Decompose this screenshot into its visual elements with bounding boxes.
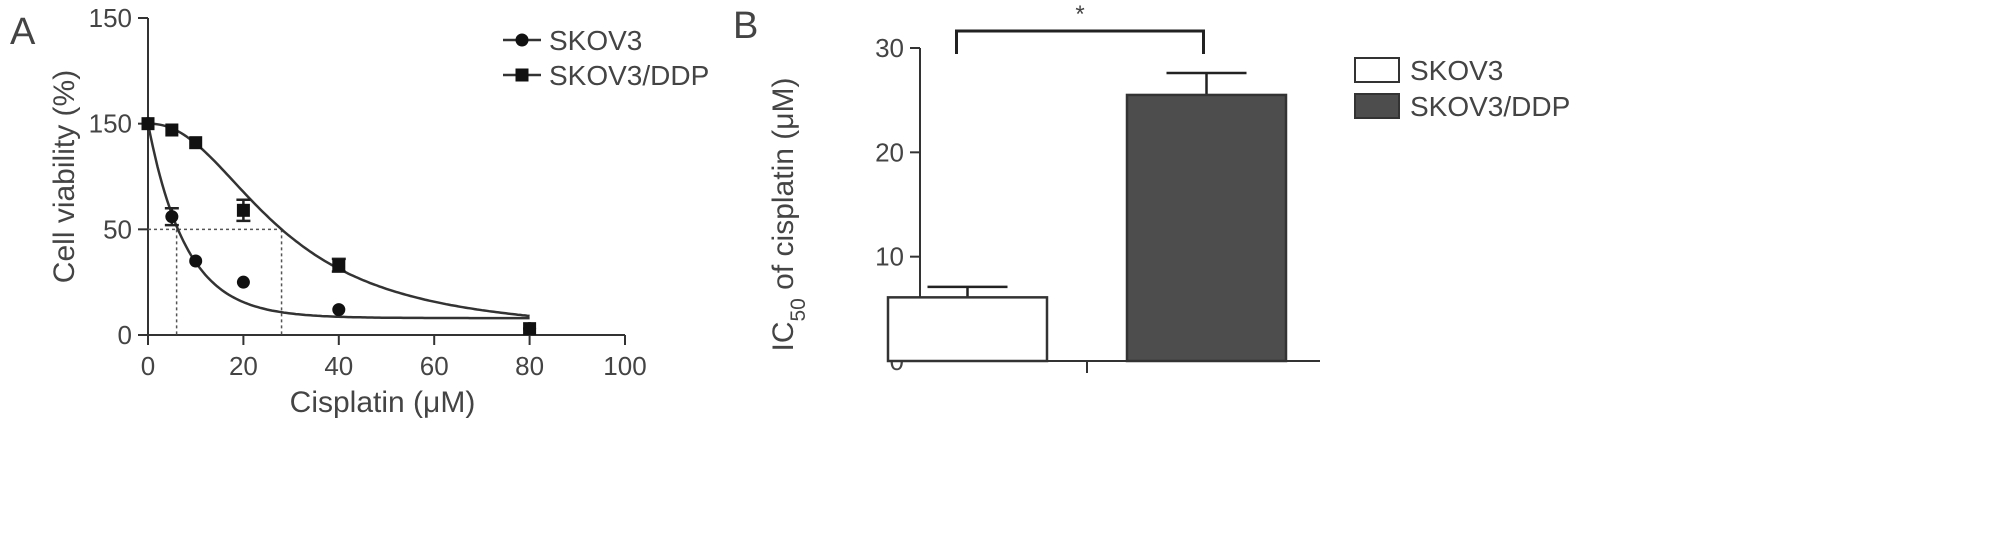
x-tick-label: 80: [515, 351, 544, 381]
x-tick-label: 0: [141, 351, 155, 381]
y-tick-label: 50: [103, 214, 132, 244]
y-axis-label-rest: of cisplatin (μM): [767, 77, 800, 298]
skov3-legend-label: SKOV3: [549, 25, 642, 56]
panel-b-ic50-bar-chart: B0102030IC50 of cisplatin (μM)*SKOV3SKOV…: [733, 1, 1570, 376]
skov3-ddp-data-point: [332, 258, 346, 272]
skov3-data-point: [332, 303, 346, 317]
skov3-ddp-error-bar: [1166, 71, 1247, 95]
skov3-ddp-legend-label: SKOV3/DDP: [1410, 91, 1570, 122]
x-tick-label: 100: [603, 351, 646, 381]
skov3-ddp-data-point: [165, 123, 179, 137]
y-tick-label: 150: [89, 109, 132, 139]
significance-bracket: [955, 29, 1205, 54]
skov3-ddp-legend-label: SKOV3/DDP: [549, 60, 709, 91]
skov3-data-point: [236, 275, 250, 289]
significance-marker: *: [1075, 1, 1084, 28]
skov3-ddp-legend-swatch: [1354, 93, 1400, 119]
skov3-legend-marker: [515, 33, 529, 47]
skov3-legend-swatch: [1354, 57, 1400, 83]
panel-a-cell-viability-chart: A 0 50 150 150 0 20 40 60 80 100 Cisplatin (μM) Cell…: [10, 3, 709, 419]
x-tick-label: 60: [420, 351, 449, 381]
y-tick-label: 150: [89, 3, 132, 33]
skov3-ddp-legend-marker: [515, 68, 529, 82]
y-axis-label: Cell viability (%): [48, 70, 81, 283]
y-axis-label-main: IC: [767, 322, 800, 352]
skov3-ddp-fit-curve: [148, 122, 530, 318]
x-axis-label: Cisplatin (μM): [290, 386, 476, 419]
skov3-legend-label: SKOV3: [1410, 55, 1503, 86]
y-axis-label-subscript: 50: [787, 298, 810, 321]
skov3-ddp-data-point: [236, 203, 250, 217]
skov3-data-point: [189, 254, 203, 268]
y-tick-label: 30: [875, 33, 904, 63]
skov3-ddp-bar: [1125, 93, 1288, 363]
skov3-fit-curve: [146, 123, 530, 320]
skov3-error-bar: [927, 285, 1008, 298]
x-tick-label: 20: [229, 351, 258, 381]
skov3-ddp-data-point: [523, 322, 537, 336]
y-tick-label: 20: [875, 137, 904, 167]
skov3-data-point: [165, 210, 179, 224]
skov3-bar: [886, 296, 1049, 363]
panel-label: A: [10, 11, 36, 53]
y-tick-label: 0: [118, 320, 132, 350]
y-axis-label: IC50 of cisplatin (μM): [767, 77, 810, 351]
y-tick-label: 10: [875, 242, 904, 272]
skov3-ddp-data-point: [189, 136, 203, 150]
x-tick-label: 40: [324, 351, 353, 381]
panel-label: B: [733, 5, 758, 47]
skov3-ddp-data-point: [141, 117, 155, 131]
